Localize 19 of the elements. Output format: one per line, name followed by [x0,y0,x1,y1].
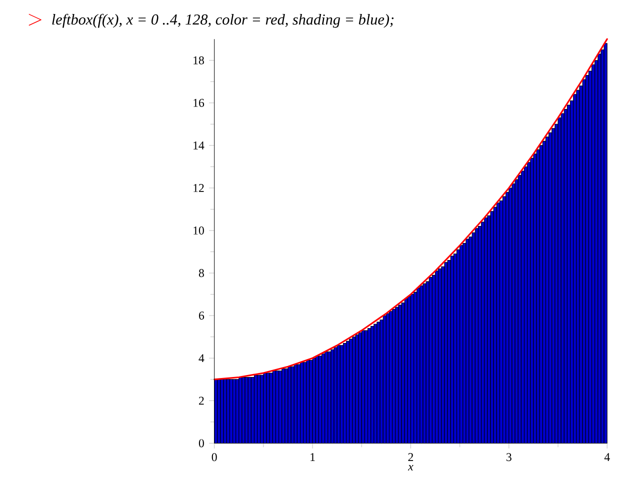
y-tick-label: 16 [194,99,204,108]
y-tick-label: 0 [198,439,204,448]
y-tick-label: 4 [198,354,204,362]
x-tick-label: 1 [310,453,315,462]
x-tick-label: 3 [506,453,512,462]
y-tick-label: 10 [194,226,204,235]
y-tick-label: 6 [199,312,204,320]
x-tick-label: 0 [212,453,217,462]
x-tick-label: 4 [604,453,610,462]
y-tick-label: 18 [194,56,204,65]
x-tick-label: 2 [408,453,414,462]
chart-title: leftbox(f(x), x = 0 ..4, 128, color = red, shading = blue); [52,14,394,28]
y-tick-label: 12 [194,184,204,192]
text: > [28,14,42,26]
y-tick-label: 2 [199,396,204,405]
y-tick-label: 14 [194,142,204,150]
y-tick-label: 8 [198,269,204,278]
x-axis-title: x [408,465,414,471]
line-series [214,38,608,380]
